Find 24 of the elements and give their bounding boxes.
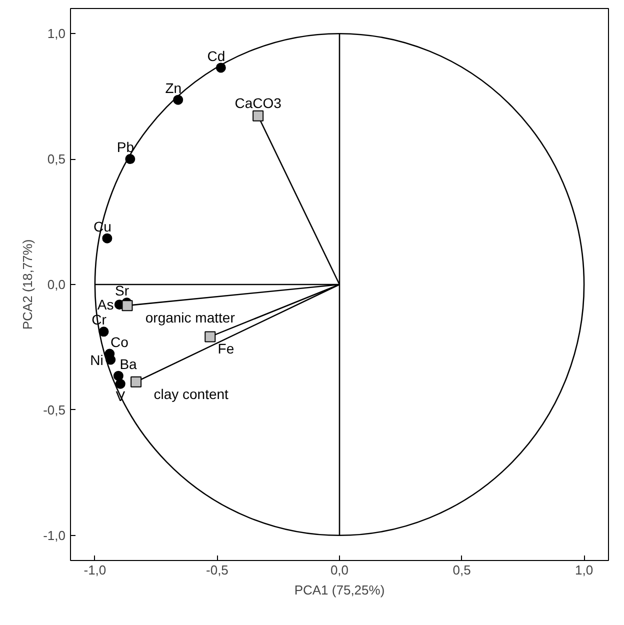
y-tick-label: -0,5 [43, 402, 66, 418]
y-tick-label: -1,0 [43, 528, 66, 543]
y-axis-title: PCA2 (18,77%) [20, 239, 36, 330]
x-tick-label: 0,0 [330, 562, 349, 578]
x-tick-label: 0,5 [452, 562, 471, 578]
series-label: As [97, 296, 114, 313]
series-label: Ba [120, 356, 138, 372]
series-label: Ni [90, 352, 104, 368]
series-label: CaCO3 [234, 94, 282, 111]
y-tick-label: 0,5 [47, 152, 66, 167]
x-tick-label: 1,0 [575, 562, 594, 578]
series-label: Sr [115, 282, 130, 299]
x-tick-label: -1,0 [84, 562, 106, 578]
series-label: Zn [165, 80, 182, 96]
x-tick-label: -0,5 [206, 562, 228, 578]
series-label: Pb [116, 139, 134, 156]
series-label: clay content [154, 386, 229, 402]
x-axis-title: PCA1 (75,25%) [294, 582, 385, 598]
y-tick-label: 1,0 [47, 26, 66, 42]
series-label: Fe [218, 340, 234, 357]
series-label: organic matter [145, 310, 236, 326]
y-tick-label: 0,0 [47, 277, 66, 292]
series-label: Co [110, 334, 129, 350]
series-label: Cd [207, 48, 226, 64]
